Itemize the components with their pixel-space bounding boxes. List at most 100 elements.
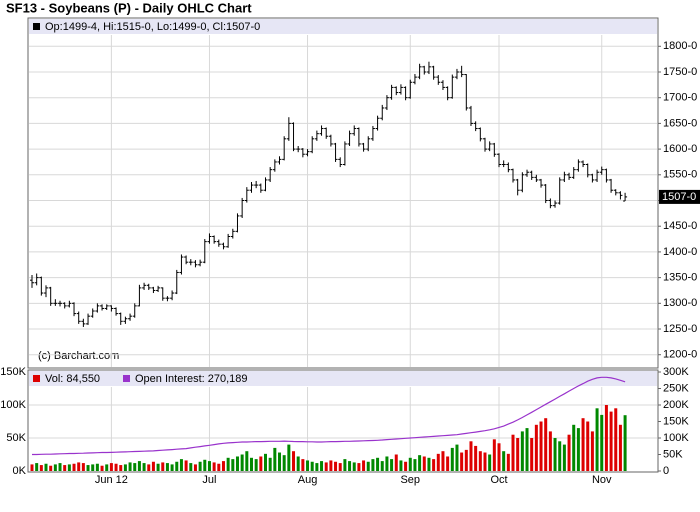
volume-bar <box>618 424 622 471</box>
ohlc-bar <box>581 160 586 168</box>
y-tick-label: 1250-0 <box>663 323 697 335</box>
volume-bar <box>193 464 197 471</box>
volume-bar <box>175 461 179 471</box>
volume-bar <box>72 463 76 471</box>
volume-bar <box>600 414 604 471</box>
y2-tick-label: 250K <box>663 382 689 394</box>
ohlc-bar <box>212 235 217 244</box>
ohlc-bar <box>338 157 343 168</box>
volume-bar <box>137 461 141 471</box>
y-tick-label: 1650-0 <box>663 117 697 129</box>
ohlc-bar <box>100 304 105 311</box>
volume-bar <box>203 459 207 471</box>
ohlc-bar <box>342 141 347 166</box>
ohlc-bar <box>347 130 352 147</box>
ohlc-bar <box>90 308 95 318</box>
y-tick-label: 150K <box>0 366 26 378</box>
legend-swatch <box>33 375 40 382</box>
ohlc-bar <box>520 172 525 193</box>
ohlc-bar <box>553 200 558 208</box>
volume-bar <box>525 428 529 471</box>
volume-bar <box>516 438 520 471</box>
y2-tick-label: 150K <box>663 415 689 427</box>
volume-bar <box>170 464 174 471</box>
ohlc-bar <box>319 125 324 136</box>
ohlc-bar <box>623 192 628 202</box>
ohlc-bar <box>328 134 333 147</box>
volume-bar <box>320 461 324 471</box>
ohlc-bar <box>272 159 277 172</box>
volume-bar <box>436 453 440 471</box>
y-tick-label: 1450-0 <box>663 220 697 232</box>
ohlc-bar <box>529 170 534 180</box>
price-legend: Op:1499-4, Hi:1515-0, Lo:1499-0, Cl:1507… <box>45 21 260 33</box>
ohlc-bar <box>123 316 128 324</box>
ohlc-bar <box>277 156 282 165</box>
volume-bar <box>441 451 445 471</box>
y2-tick-label: 50K <box>663 448 683 460</box>
y2-tick-label: 200K <box>663 399 689 411</box>
volume-bar <box>86 465 90 471</box>
credit: (c) Barchart.com <box>38 350 119 362</box>
ohlc-bar <box>445 86 450 101</box>
volume-bar <box>422 456 426 471</box>
volume-bar <box>310 461 314 471</box>
volume-bar <box>497 443 501 471</box>
ohlc-bar <box>352 125 357 136</box>
ohlc-bar <box>370 125 375 141</box>
volume-bar <box>478 451 482 471</box>
ohlc-bar <box>86 313 91 325</box>
ohlc-bar <box>380 104 385 121</box>
volume-bar <box>100 465 104 471</box>
y2-tick-label: 300K <box>663 366 689 378</box>
volume-bar <box>221 461 225 471</box>
last-price-box <box>659 189 700 204</box>
x-tick-label: Jul <box>202 474 216 486</box>
volume-bar <box>553 438 557 471</box>
volume-bar <box>81 463 85 471</box>
chart-title: SF13 - Soybeans (P) - Daily OHLC Chart <box>6 0 252 15</box>
x-tick-label: Aug <box>298 474 318 486</box>
ohlc-bar <box>34 273 39 286</box>
ohlc-bar <box>244 187 249 203</box>
volume-bar <box>324 462 328 471</box>
legend-swatch <box>33 23 40 30</box>
ohlc-bar <box>202 239 207 264</box>
volume-bar <box>53 464 57 471</box>
oi-line <box>32 376 626 456</box>
ohlc-bar <box>184 255 189 265</box>
ohlc-bar <box>539 178 544 188</box>
volume-bar <box>151 461 155 471</box>
ohlc-bar <box>151 286 156 294</box>
ohlc-bar <box>193 260 198 268</box>
ohlc-bar <box>230 228 235 239</box>
volume-bar <box>427 457 431 471</box>
ohlc-bar <box>114 307 119 316</box>
y2-tick-label: 100K <box>663 432 689 444</box>
y-tick-label: 50K <box>6 432 26 444</box>
ohlc-bar <box>454 68 459 80</box>
ohlc-bar <box>146 283 151 290</box>
ohlc-bar <box>412 74 417 85</box>
volume-bar <box>123 464 127 471</box>
volume-bar <box>278 452 282 471</box>
ohlc-bar <box>613 189 618 196</box>
ohlc-bar <box>501 160 506 168</box>
oi-legend: Open Interest: 270,189 <box>135 373 248 385</box>
volume-bar <box>292 451 296 471</box>
volume-bar <box>604 405 608 471</box>
ohlc-bar <box>44 285 49 298</box>
volume-bar <box>404 461 408 471</box>
last-price-label: 1507-0 <box>662 191 696 203</box>
volume-bar <box>147 464 151 471</box>
volume-bar <box>590 431 594 471</box>
volume-bar <box>161 462 165 471</box>
volume-bar <box>198 461 202 471</box>
ohlc-bar <box>408 79 413 99</box>
volume-bar <box>301 459 305 471</box>
volume-bar <box>408 457 412 471</box>
ohlc-bar <box>240 197 245 218</box>
y-tick-label: 100K <box>0 399 26 411</box>
y-tick-label: 1400-0 <box>663 246 697 258</box>
y-tick-label: 1300-0 <box>663 297 697 309</box>
